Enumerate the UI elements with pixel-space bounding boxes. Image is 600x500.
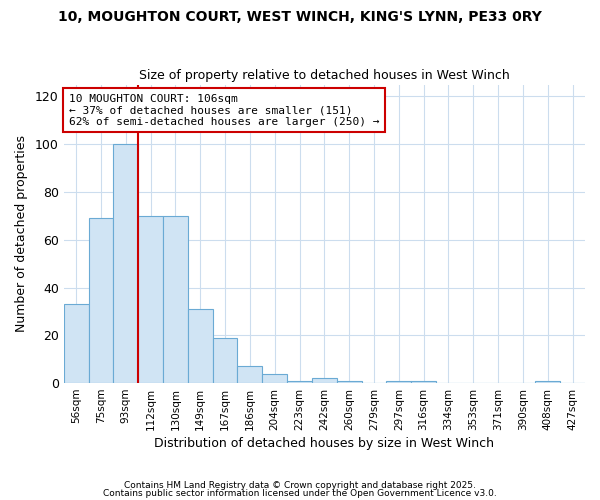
Text: Contains public sector information licensed under the Open Government Licence v3: Contains public sector information licen… bbox=[103, 488, 497, 498]
Bar bbox=[337, 380, 362, 383]
Bar bbox=[287, 380, 312, 383]
Bar bbox=[89, 218, 113, 383]
Bar bbox=[163, 216, 188, 383]
Text: 10, MOUGHTON COURT, WEST WINCH, KING'S LYNN, PE33 0RY: 10, MOUGHTON COURT, WEST WINCH, KING'S L… bbox=[58, 10, 542, 24]
Text: Contains HM Land Registry data © Crown copyright and database right 2025.: Contains HM Land Registry data © Crown c… bbox=[124, 481, 476, 490]
Bar bbox=[64, 304, 89, 383]
Bar bbox=[188, 309, 212, 383]
Bar bbox=[113, 144, 138, 383]
Bar bbox=[262, 374, 287, 383]
X-axis label: Distribution of detached houses by size in West Winch: Distribution of detached houses by size … bbox=[154, 437, 494, 450]
Bar bbox=[411, 380, 436, 383]
Bar bbox=[535, 380, 560, 383]
Bar bbox=[212, 338, 238, 383]
Bar bbox=[312, 378, 337, 383]
Text: 10 MOUGHTON COURT: 106sqm
← 37% of detached houses are smaller (151)
62% of semi: 10 MOUGHTON COURT: 106sqm ← 37% of detac… bbox=[69, 94, 379, 126]
Bar bbox=[238, 366, 262, 383]
Bar bbox=[138, 216, 163, 383]
Y-axis label: Number of detached properties: Number of detached properties bbox=[15, 136, 28, 332]
Bar bbox=[386, 380, 411, 383]
Title: Size of property relative to detached houses in West Winch: Size of property relative to detached ho… bbox=[139, 69, 510, 82]
